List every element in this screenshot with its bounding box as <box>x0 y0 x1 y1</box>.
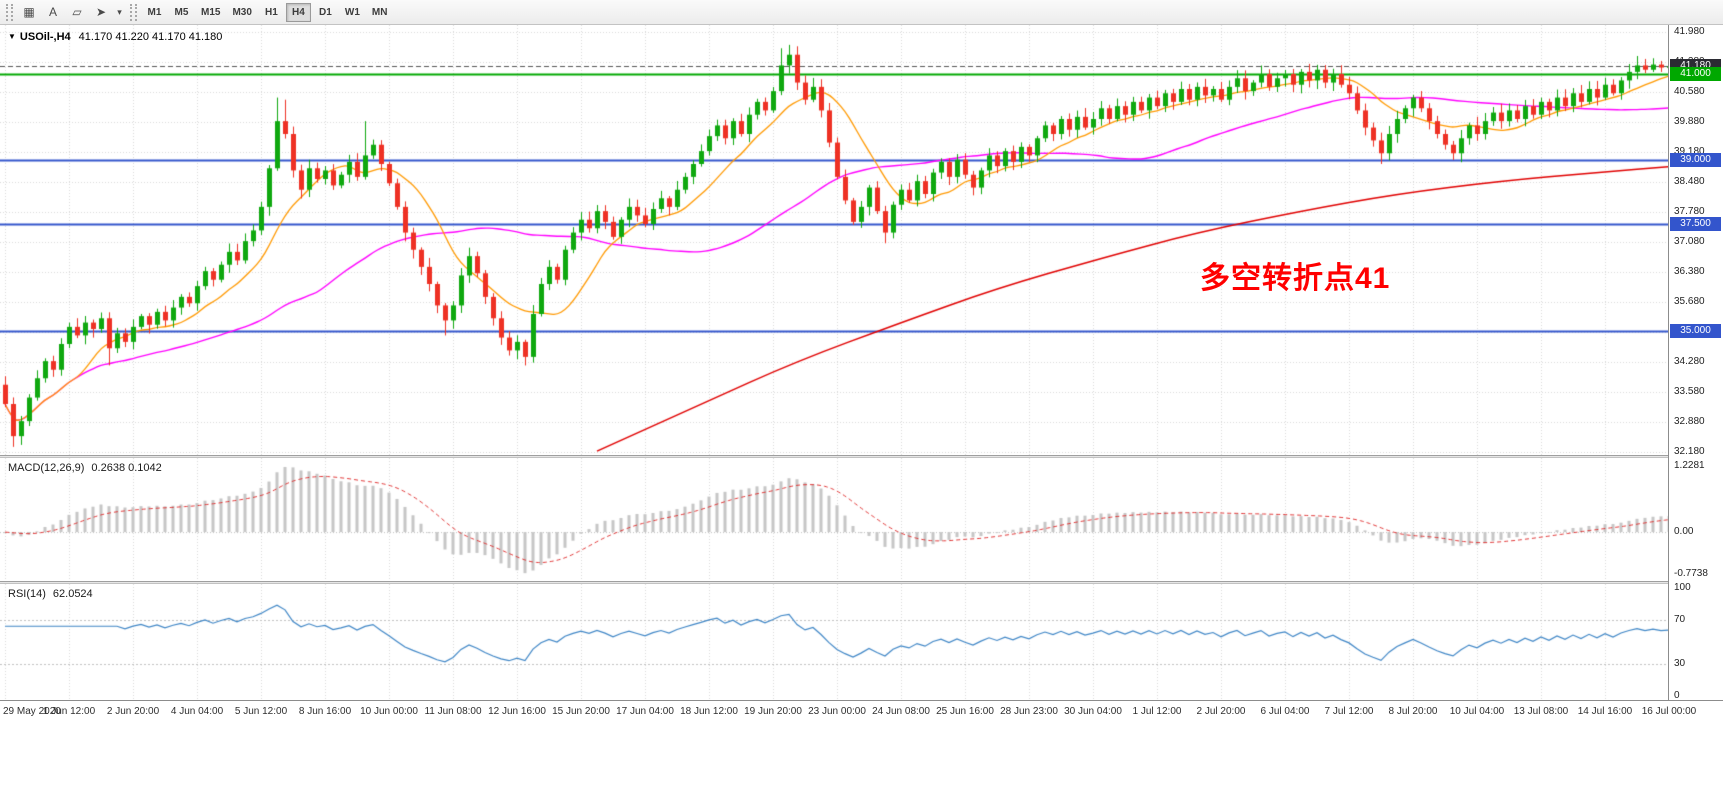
rsi-label: RSI(14) 62.0524 <box>8 588 93 600</box>
time-axis-label: 10 Jun 00:00 <box>360 706 418 717</box>
rsi-axis-label: 70 <box>1674 614 1686 625</box>
timeframe-button-mn[interactable]: MN <box>371 6 388 18</box>
time-axis-label: 23 Jun 00:00 <box>808 706 866 717</box>
panel-splitter-rsi[interactable] <box>0 581 1723 584</box>
price-axis-label: 37.080 <box>1674 236 1705 247</box>
panel-splitter-macd[interactable] <box>0 455 1723 458</box>
time-axis-label: 1 Jun 12:00 <box>42 706 96 717</box>
price-axis-label: 33.580 <box>1674 386 1705 397</box>
rsi-axis-label: 30 <box>1674 658 1686 669</box>
ohlc-values: 41.170 41.220 41.170 41.180 <box>78 31 223 43</box>
time-axis-label: 16 Jul 00:00 <box>1641 706 1697 717</box>
timeframe-button-h1[interactable]: H1 <box>265 6 278 18</box>
toolbar-icons: ▦ A ▱ ➤ ▾ <box>17 2 126 22</box>
timeframe-button-w1[interactable]: W1 <box>344 6 360 18</box>
shapes-tool-icon[interactable]: ▱ <box>72 5 82 19</box>
timeframe-button-h4[interactable]: H4 <box>285 2 311 22</box>
level-price-tag-37.500[interactable]: 37.500 <box>1670 217 1721 231</box>
timeframe-button-m1[interactable]: M1 <box>147 6 162 18</box>
rsi-axis-label: 0 <box>1674 690 1680 701</box>
price-axis[interactable]: 41.98041.28040.58039.88039.18038.48037.7… <box>1668 25 1723 701</box>
rsi-title: RSI(14) <box>8 588 46 600</box>
macd-indicator-canvas[interactable] <box>0 458 1668 581</box>
level-price-tag-39.000[interactable]: 39.000 <box>1670 153 1721 167</box>
macd-label: MACD(12,26,9) 0.2638 0.1042 <box>8 462 162 474</box>
macd-axis-label: 1.2281 <box>1674 460 1705 471</box>
price-axis-label: 32.880 <box>1674 416 1705 427</box>
time-axis-label: 10 Jul 04:00 <box>1449 706 1505 717</box>
time-axis-label: 11 Jun 08:00 <box>424 706 482 717</box>
chart-grid-icon[interactable]: ▦ <box>23 5 35 19</box>
rsi-axis-label: 100 <box>1674 582 1691 593</box>
macd-values: 0.2638 0.1042 <box>91 462 162 474</box>
cursor-tool-icon[interactable]: ➤ <box>95 5 107 19</box>
dropdown-chevron-icon[interactable]: ▾ <box>117 6 122 17</box>
time-axis-label: 29 May 2020 <box>3 706 61 717</box>
toolbar: ▦ A ▱ ➤ ▾ M1 M5 M15 M30 H1 H4 D1 W1 MN <box>0 0 1723 25</box>
price-axis-label: 38.480 <box>1674 176 1705 187</box>
time-axis-label: 2 Jul 20:00 <box>1196 706 1246 717</box>
price-axis-label: 32.180 <box>1674 446 1705 457</box>
time-axis-label: 7 Jul 12:00 <box>1324 706 1374 717</box>
timeframe-button-d1[interactable]: D1 <box>319 6 332 18</box>
main-chart-canvas[interactable] <box>0 25 1668 455</box>
time-axis-label: 8 Jun 16:00 <box>298 706 352 717</box>
time-axis-label: 4 Jun 04:00 <box>170 706 224 717</box>
chart-text-annotation[interactable]: 多空转折点41 <box>1200 262 1391 295</box>
time-axis-label: 28 Jun 23:00 <box>1000 706 1058 717</box>
price-axis-label: 37.780 <box>1674 206 1705 217</box>
time-axis-label: 13 Jul 08:00 <box>1513 706 1569 717</box>
timeframe-button-m15[interactable]: M15 <box>201 6 221 18</box>
time-axis[interactable]: 29 May 2020 1 Jun 12:00 2 Jun 20:00 4 Jun 0… <box>0 700 1723 722</box>
price-axis-label: 34.280 <box>1674 356 1705 367</box>
time-axis-label: 24 Jun 08:00 <box>872 706 930 717</box>
time-axis-label: 14 Jul 16:00 <box>1577 706 1633 717</box>
macd-title: MACD(12,26,9) <box>8 462 85 474</box>
time-axis-label: 15 Jun 20:00 <box>552 706 610 717</box>
time-axis-label: 19 Jun 20:00 <box>744 706 802 717</box>
toolbar-grip[interactable] <box>6 3 13 21</box>
time-axis-label: 30 Jun 04:00 <box>1064 706 1122 717</box>
time-axis-label: 18 Jun 12:00 <box>680 706 738 717</box>
timeframe-button-m30[interactable]: M30 <box>232 6 252 18</box>
price-axis-label: 39.180 <box>1674 146 1705 157</box>
macd-axis-label: -0.7738 <box>1674 568 1708 579</box>
price-axis-label: 39.880 <box>1674 116 1705 127</box>
price-axis-label: 41.980 <box>1674 26 1705 37</box>
time-axis-label: 6 Jul 04:00 <box>1260 706 1310 717</box>
time-axis-label: 25 Jun 16:00 <box>936 706 994 717</box>
time-axis-label: 5 Jun 12:00 <box>234 706 288 717</box>
time-axis-label: 17 Jun 04:00 <box>616 706 674 717</box>
price-axis-label: 35.680 <box>1674 296 1705 307</box>
macd-axis-label: 0.00 <box>1674 526 1694 537</box>
rsi-value: 62.0524 <box>52 588 93 600</box>
chart-window: ▼ USOil-,H4 41.170 41.220 41.170 41.180 多空… <box>0 25 1723 793</box>
time-axis-label: 8 Jul 20:00 <box>1388 706 1438 717</box>
chart-ohlc-header: ▼ USOil-,H4 41.170 41.220 41.170 41.180 <box>8 31 222 43</box>
rsi-indicator-canvas[interactable] <box>0 584 1668 700</box>
price-axis-label: 40.580 <box>1674 86 1705 97</box>
chart-expander-icon[interactable]: ▼ <box>8 32 16 41</box>
text-label-icon[interactable]: A <box>48 5 57 19</box>
level-price-tag-41.000[interactable]: 41.000 <box>1670 67 1721 81</box>
time-axis-label: 12 Jun 16:00 <box>488 706 546 717</box>
symbol-period-label: USOil-,H4 <box>19 31 71 43</box>
level-price-tag-35.000[interactable]: 35.000 <box>1670 324 1721 338</box>
time-axis-label: 1 Jul 12:00 <box>1132 706 1182 717</box>
timeframe-button-m5[interactable]: M5 <box>174 6 189 18</box>
price-axis-label: 36.380 <box>1674 266 1705 277</box>
time-axis-label: 2 Jun 20:00 <box>106 706 160 717</box>
timeframe-buttons: M1 M5 M15 M30 H1 H4 D1 W1 MN <box>141 2 393 22</box>
toolbar-grip-2[interactable] <box>130 3 137 21</box>
